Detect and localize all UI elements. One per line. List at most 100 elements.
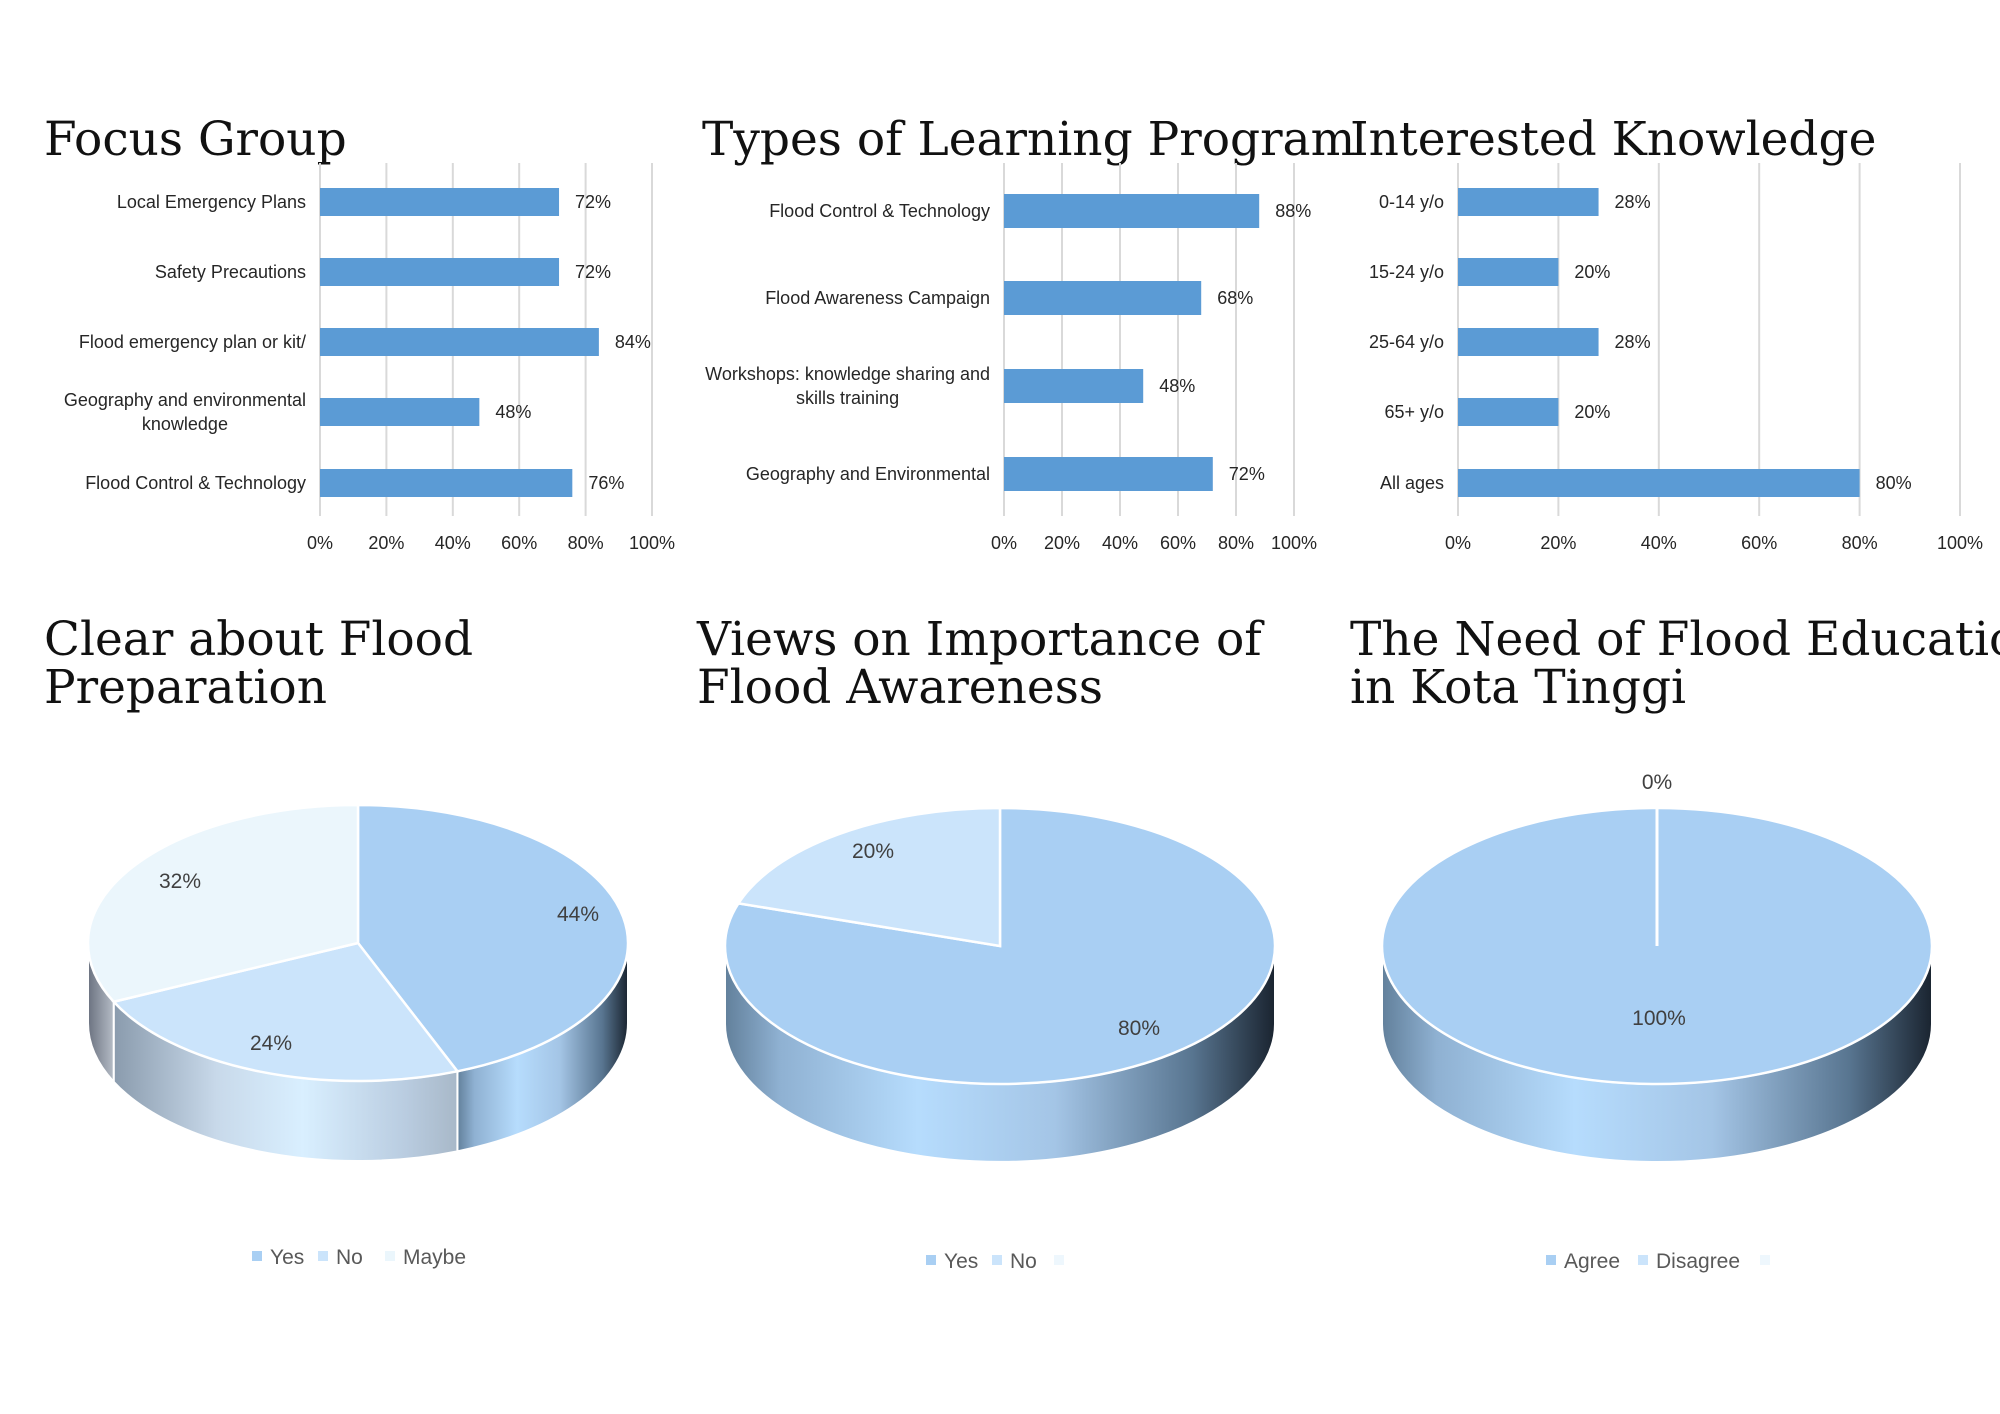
bar — [320, 188, 560, 216]
x-tick-label: 100% — [629, 533, 675, 553]
chart-title-2: Types of Learning Program — [702, 112, 1355, 167]
category-label: Safety Precautions — [155, 262, 306, 282]
x-tick-label: 100% — [1937, 533, 1983, 553]
bar — [1004, 281, 1202, 315]
pie-data-label: 80% — [1118, 1017, 1160, 1040]
bar — [1458, 188, 1599, 216]
category-label: Flood Control & Technology — [85, 473, 306, 493]
category-label: 0-14 y/o — [1379, 192, 1444, 212]
x-tick-label: 80% — [568, 533, 604, 553]
category-label: Flood Control & Technology — [769, 201, 990, 221]
legend-label: No — [336, 1246, 363, 1269]
x-tick-label: 0% — [1445, 533, 1471, 553]
legend-label: Yes — [270, 1246, 304, 1269]
pie-data-label: 32% — [159, 870, 201, 893]
x-tick-label: 60% — [501, 533, 537, 553]
data-label: 28% — [1615, 192, 1651, 212]
pie-data-label: 0% — [1642, 771, 1672, 794]
pie-data-label: 20% — [852, 840, 894, 863]
legend-label: Disagree — [1656, 1250, 1740, 1273]
bar-chart-1: 0% 20% 40% 60% 80% 100% 72% Local Emergency Pla… — [64, 163, 675, 553]
legend-swatch — [992, 1255, 1002, 1265]
pie-chart-3: 100% 0% Agree Disagree — [1380, 771, 1934, 1273]
category-label: 65+ y/o — [1384, 402, 1444, 422]
legend-swatch — [252, 1251, 262, 1261]
pie-slice — [356, 803, 630, 1073]
pie-data-label: 100% — [1632, 1007, 1686, 1030]
legend-swatch — [1760, 1255, 1770, 1265]
category-label: Geography and environmental — [64, 390, 306, 410]
bar — [1458, 398, 1559, 426]
category-label: knowledge — [142, 414, 228, 434]
bar-chart-2: 0% 20% 40% 60% 80% 100% 88% Flood Control & Tec… — [705, 163, 1317, 553]
x-tick-label: 60% — [1741, 533, 1777, 553]
chart-title-3: Interested Knowledge — [1350, 112, 1876, 167]
legend-swatch — [926, 1255, 936, 1265]
pie-slice — [86, 803, 360, 1004]
chart-title-4: Clear about Flood — [44, 612, 473, 667]
legend-swatch — [385, 1251, 395, 1261]
legend-swatch — [1546, 1255, 1556, 1265]
bar — [320, 398, 480, 426]
category-label: Flood emergency plan or kit/ — [79, 332, 306, 352]
pie-legend: Yes No — [926, 1250, 1064, 1273]
bar-chart-3: 0% 20% 40% 60% 80% 100% 28% 0-14 y/o 20% 15-24 y/… — [1369, 163, 1983, 553]
pie-data-label: 44% — [557, 903, 599, 926]
bar — [1458, 328, 1599, 356]
legend-swatch — [1054, 1255, 1064, 1265]
chart-title-5: Flood Awareness — [697, 660, 1103, 715]
legend-swatch — [1638, 1255, 1648, 1265]
bar — [1004, 369, 1144, 403]
data-label: 88% — [1275, 201, 1311, 221]
x-tick-label: 40% — [435, 533, 471, 553]
x-tick-label: 20% — [1540, 533, 1576, 553]
data-label: 20% — [1574, 262, 1610, 282]
data-label: 72% — [575, 192, 611, 212]
data-label: 76% — [588, 473, 624, 493]
chart-title-6: The Need of Flood Education — [1350, 612, 2000, 667]
bar — [1458, 469, 1860, 497]
pie-chart-2: 80% 20% Yes No — [723, 806, 1277, 1273]
data-label: 48% — [495, 402, 531, 422]
bar — [320, 328, 599, 356]
legend-label: Agree — [1564, 1250, 1620, 1273]
category-label: Local Emergency Plans — [117, 192, 306, 212]
chart-title-6: in Kota Tinggi — [1350, 660, 1686, 715]
data-label: 84% — [615, 332, 651, 352]
category-label: Workshops: knowledge sharing and — [705, 364, 990, 384]
category-label: skills training — [796, 388, 899, 408]
category-label: 15-24 y/o — [1369, 262, 1444, 282]
category-label: Geography and Environmental — [746, 464, 990, 484]
chart-title-4: Preparation — [44, 660, 327, 715]
data-label: 80% — [1876, 473, 1912, 493]
x-tick-label: 20% — [368, 533, 404, 553]
x-tick-label: 80% — [1218, 533, 1254, 553]
pie-legend: Agree Disagree — [1546, 1250, 1770, 1273]
data-label: 68% — [1217, 288, 1253, 308]
bar — [1458, 258, 1559, 286]
bar — [1004, 194, 1260, 228]
x-tick-label: 100% — [1271, 533, 1317, 553]
x-tick-label: 60% — [1160, 533, 1196, 553]
category-label: Flood Awareness Campaign — [765, 288, 990, 308]
bar — [1004, 457, 1213, 491]
x-tick-label: 0% — [307, 533, 333, 553]
chart-title-1: Focus Group — [44, 112, 347, 167]
x-tick-label: 40% — [1641, 533, 1677, 553]
pie-data-label: 24% — [250, 1032, 292, 1055]
x-tick-label: 20% — [1044, 533, 1080, 553]
x-tick-label: 0% — [991, 533, 1017, 553]
pie-chart-1: 44% 24% 32% Yes No Maybe — [86, 803, 630, 1269]
x-tick-label: 40% — [1102, 533, 1138, 553]
pie-slice — [111, 941, 460, 1083]
legend-label: Yes — [944, 1250, 978, 1273]
chart-title-5: Views on Importance of — [696, 612, 1265, 667]
data-label: 28% — [1615, 332, 1651, 352]
legend-label: No — [1010, 1250, 1037, 1273]
data-label: 72% — [575, 262, 611, 282]
data-label: 72% — [1229, 464, 1265, 484]
category-label: All ages — [1380, 473, 1444, 493]
legend-swatch — [318, 1251, 328, 1261]
legend-label: Maybe — [403, 1246, 466, 1269]
